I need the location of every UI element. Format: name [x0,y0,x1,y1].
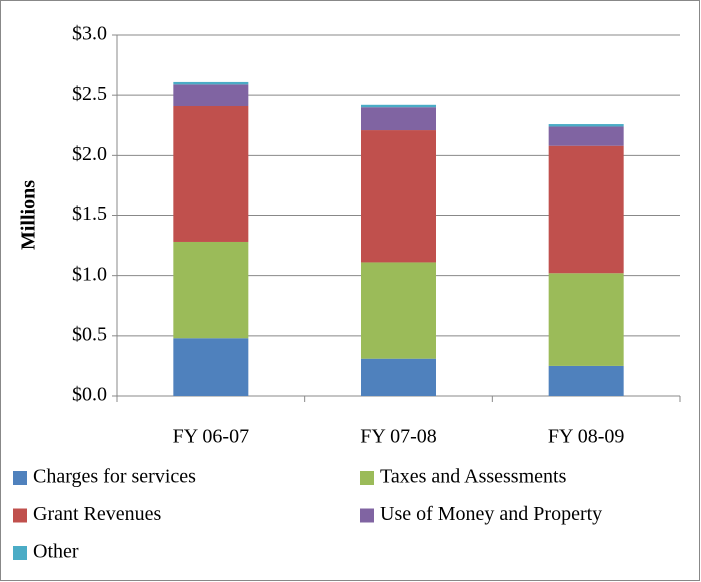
bar-segment [173,81,249,85]
x-tick-label: FY 08-09 [548,426,624,448]
legend-label: Other [33,541,79,563]
y-tick-label: $2.0 [72,143,107,165]
bar-segment [361,262,436,359]
y-tick-label: $1.5 [72,203,107,225]
bar-segment [361,358,436,396]
bar-segment [548,365,624,396]
legend-label: Grant Revenues [33,503,162,525]
y-tick-label: $2.5 [72,83,107,105]
bar-segment [173,84,249,106]
y-tick-label: $0.0 [72,384,107,406]
bar-segment [361,107,436,131]
bar-segment [361,130,436,263]
bar-segment [548,145,624,274]
bar-segment [173,241,249,339]
bar-segment [548,124,624,127]
x-tick-label: FY 07-08 [360,426,436,448]
legend-swatch [360,508,374,523]
legend-label: Taxes and Assessments [380,466,567,488]
bar-segment [173,338,249,396]
bar-segment [548,273,624,366]
y-tick-label: $0.5 [72,323,107,345]
y-axis-label: Millions [18,180,40,250]
legend-swatch [13,508,27,523]
bar-segment [173,105,249,242]
legend-label: Use of Money and Property [380,503,602,525]
legend-swatch [13,471,27,485]
x-tick-label: FY 06-07 [173,426,249,448]
y-tick-label: $1.0 [72,263,107,285]
legend-label: Charges for services [33,466,196,488]
legend-swatch [360,471,374,485]
bar-segment [548,126,624,146]
bar-segment [361,104,436,108]
legend-swatch [13,546,27,560]
y-tick-label: $3.0 [72,23,107,45]
